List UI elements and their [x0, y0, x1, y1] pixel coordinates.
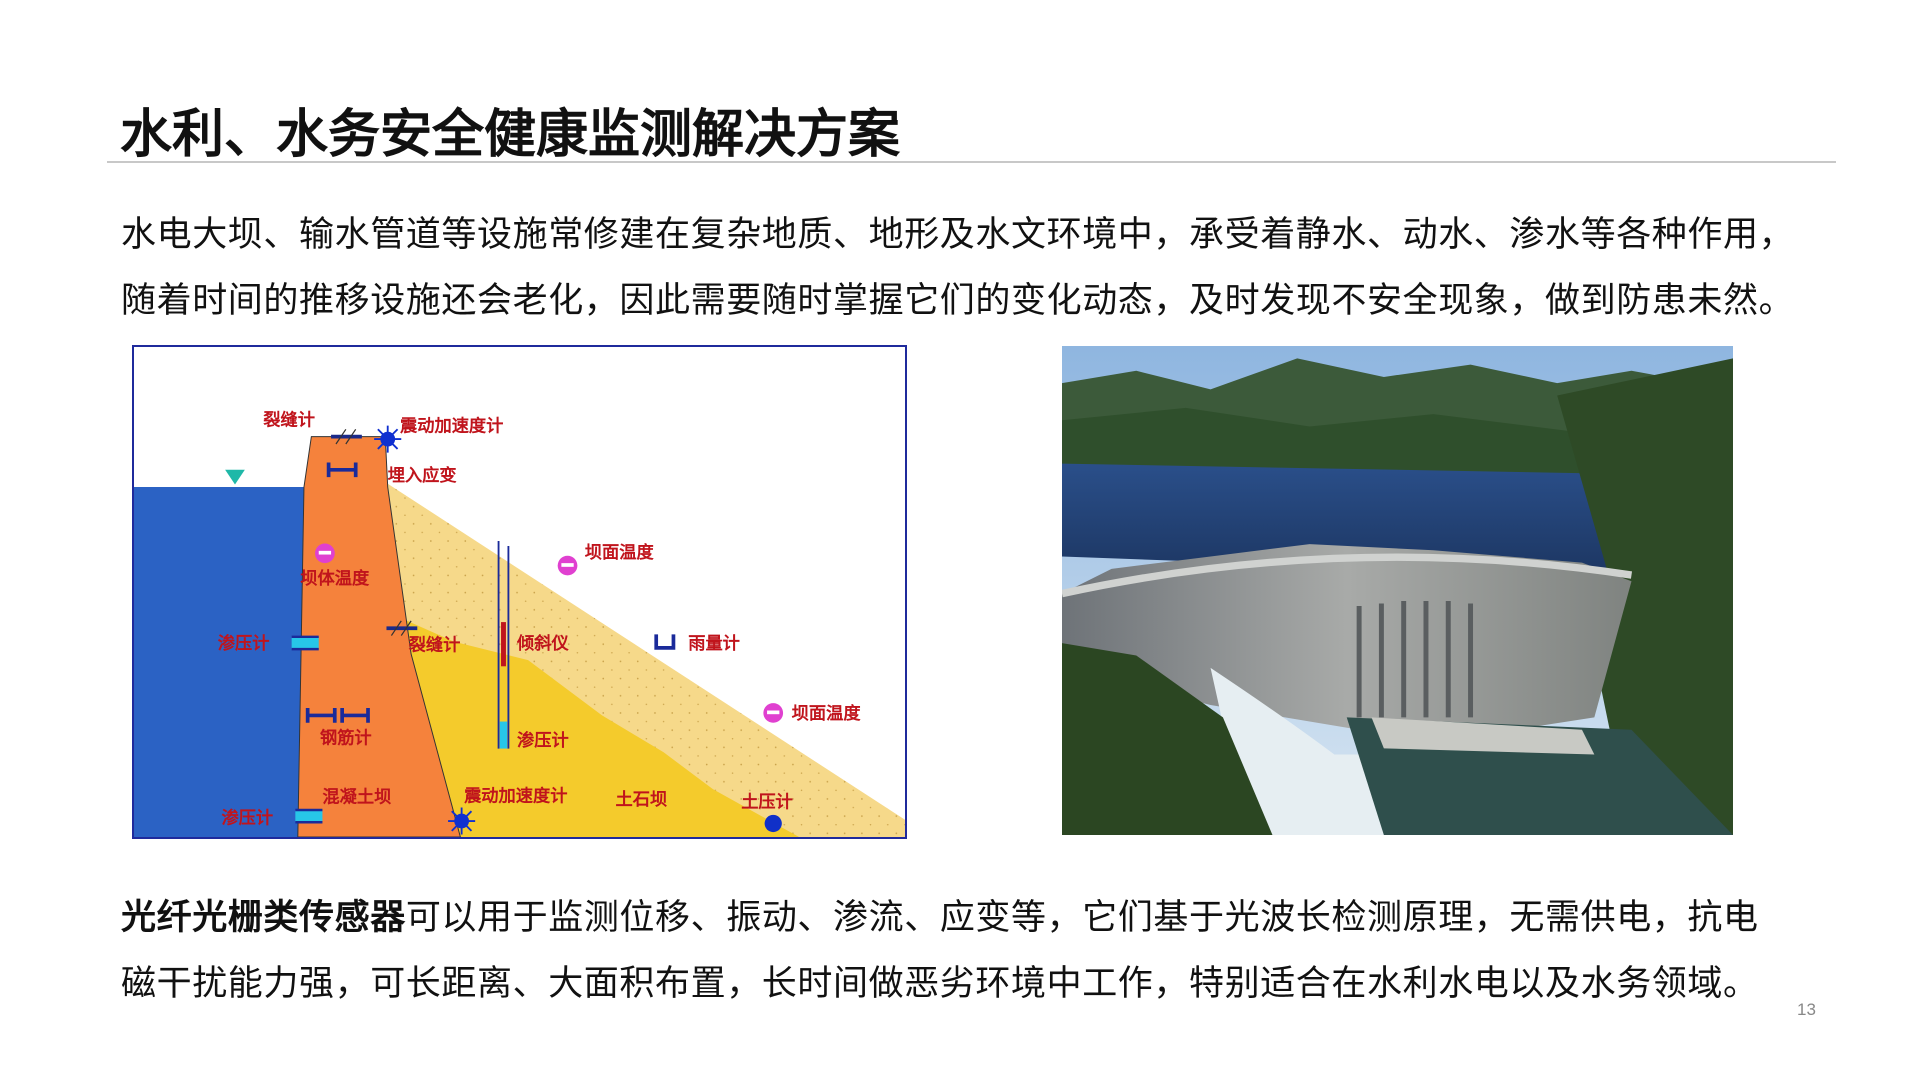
summary-line-1: 光纤光栅类传感器可以用于监测位移、振动、渗流、应变等，它们基于光波长检测原理，无…: [121, 885, 1759, 951]
surface-temp-sensor-1-icon: [557, 555, 578, 576]
crack-gauge-mid-icon: [386, 620, 418, 636]
water-level-marker: [225, 469, 245, 485]
summary-line-2: 磁干扰能力强，可长距离、大面积布置，长时间做恶劣环境中工作，特别适合在水利水电以…: [121, 964, 1759, 1004]
label-piezometer-left-2: 渗压计: [221, 808, 273, 829]
inclinometer-tube-icon: [497, 541, 510, 749]
label-embedded-strain: 埋入应变: [388, 465, 458, 486]
label-crack-mid: 裂缝计: [408, 634, 461, 655]
dam-photo-image: [1062, 346, 1733, 835]
page-title: 水利、水务安全健康监测解决方案: [120, 105, 901, 165]
label-vibration-bottom: 震动加速度计: [464, 785, 567, 806]
rebar-gauge-icon: [305, 708, 370, 723]
body-temp-sensor-icon: [315, 543, 335, 564]
label-earth-pressure: 土压计: [741, 792, 793, 813]
label-piezometer-left-1: 渗压计: [218, 633, 270, 654]
vibration-accelerometer-top-icon: [374, 425, 402, 453]
rain-gauge-icon: [654, 634, 676, 650]
embedded-strain-icon: [326, 462, 358, 478]
dam-photo: [1062, 346, 1733, 835]
label-inclinometer: 倾斜仪: [516, 633, 569, 654]
vibration-accelerometer-bottom-icon: [448, 807, 476, 835]
label-crack-top: 裂缝计: [262, 410, 315, 431]
label-vibration-top: 震动加速度计: [400, 416, 503, 437]
label-surface-temp-2: 坝面温度: [792, 703, 862, 724]
piezometer-left-1-icon: [291, 635, 319, 651]
piezometer-left-2-icon: [295, 808, 323, 824]
intro-line-2: 随着时间的推移设施还会老化，因此需要随时掌握它们的变化动态，及时发现不安全现象，…: [121, 281, 1795, 321]
surface-temp-sensor-2-icon: [763, 703, 784, 723]
label-earth-rock-dam: 土石坝: [616, 789, 668, 810]
label-rebar: 钢筋计: [320, 728, 372, 749]
crack-gauge-top-icon: [331, 428, 362, 445]
intro-paragraph: 水电大坝、输水管道等设施常修建在复杂地质、地形及水文环境中，承受着静水、动水、渗…: [121, 202, 1794, 334]
earth-pressure-cell-icon: [764, 814, 782, 833]
water-body: [134, 487, 307, 837]
summary-line-1-text: 可以用于监测位移、振动、渗流、应变等，它们基于光波长检测原理，无需供电，抗电: [405, 898, 1759, 938]
summary-paragraph: 光纤光栅类传感器可以用于监测位移、振动、渗流、应变等，它们基于光波长检测原理，无…: [121, 885, 1759, 1017]
title-divider: [107, 161, 1836, 163]
page-number: 13: [1797, 1000, 1816, 1019]
intro-line-1: 水电大坝、输水管道等设施常修建在复杂地质、地形及水文环境中，承受着静水、动水、渗…: [121, 215, 1795, 255]
summary-highlight: 光纤光栅类传感器: [121, 898, 406, 938]
label-piezometer-mid: 渗压计: [517, 730, 569, 751]
dam-sensor-diagram: 裂缝计 震动加速度计 埋入应变 坝体温度 坝面温度 渗压计 裂缝计 倾斜仪 雨量…: [132, 345, 907, 839]
label-concrete-dam: 混凝土坝: [322, 787, 391, 808]
diagram-canvas: 裂缝计 震动加速度计 埋入应变 坝体温度 坝面温度 渗压计 裂缝计 倾斜仪 雨量…: [134, 410, 905, 837]
label-surface-temp-1: 坝面温度: [585, 542, 655, 563]
label-rain-gauge: 雨量计: [688, 633, 740, 654]
label-body-temp: 坝体温度: [300, 568, 370, 589]
